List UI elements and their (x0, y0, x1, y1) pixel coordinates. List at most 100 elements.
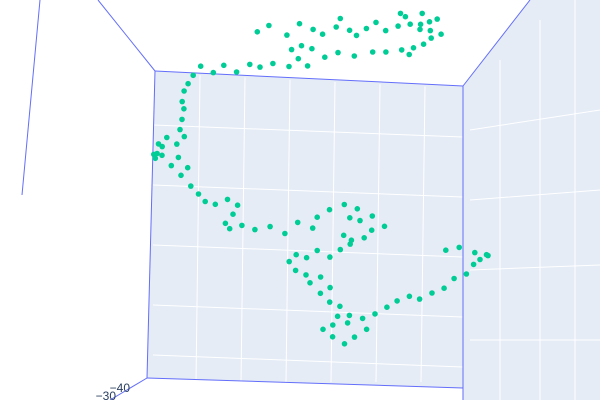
data-point[interactable] (309, 225, 316, 231)
data-point[interactable] (178, 172, 184, 179)
data-point[interactable] (295, 55, 302, 62)
data-point[interactable] (293, 251, 300, 258)
data-point[interactable] (337, 15, 344, 22)
data-point[interactable] (185, 80, 191, 87)
data-point[interactable] (179, 116, 185, 123)
data-point[interactable] (337, 303, 343, 310)
data-point[interactable] (346, 312, 353, 319)
data-point[interactable] (384, 304, 390, 311)
data-point[interactable] (351, 53, 358, 59)
data-point[interactable] (164, 134, 170, 141)
data-point[interactable] (168, 162, 175, 169)
data-point[interactable] (429, 290, 435, 296)
data-point[interactable] (224, 196, 231, 203)
data-point[interactable] (402, 13, 409, 20)
data-point[interactable] (303, 272, 309, 278)
data-point[interactable] (395, 23, 401, 29)
data-point[interactable] (470, 261, 477, 268)
data-point[interactable] (226, 225, 233, 232)
data-point[interactable] (434, 16, 441, 22)
data-point[interactable] (398, 47, 405, 53)
data-point[interactable] (407, 21, 414, 28)
data-point[interactable] (426, 19, 433, 25)
data-point[interactable] (463, 271, 470, 277)
data-point[interactable] (341, 201, 348, 208)
data-point[interactable] (373, 19, 379, 26)
data-point[interactable] (337, 246, 344, 253)
data-point[interactable] (357, 217, 363, 224)
data-point[interactable] (381, 223, 388, 230)
data-point[interactable] (221, 62, 227, 69)
data-point[interactable] (254, 29, 261, 35)
data-point[interactable] (284, 32, 290, 38)
data-point[interactable] (195, 191, 202, 197)
data-point[interactable] (394, 298, 400, 304)
data-point[interactable] (197, 63, 204, 69)
data-point[interactable] (184, 164, 191, 171)
data-point[interactable] (344, 320, 351, 326)
data-point[interactable] (330, 322, 336, 328)
data-point[interactable] (296, 20, 303, 27)
data-point[interactable] (174, 141, 180, 147)
data-point[interactable] (320, 326, 326, 333)
data-point[interactable] (441, 285, 447, 292)
data-point[interactable] (181, 106, 187, 112)
data-point[interactable] (286, 258, 293, 265)
data-point[interactable] (335, 49, 341, 56)
data-point[interactable] (175, 154, 182, 161)
data-point[interactable] (451, 275, 457, 282)
data-point[interactable] (419, 10, 426, 17)
data-point[interactable] (329, 334, 336, 340)
data-point[interactable] (417, 26, 423, 33)
data-point[interactable] (427, 27, 434, 34)
data-point[interactable] (369, 49, 376, 55)
data-point[interactable] (340, 232, 347, 239)
data-point[interactable] (188, 183, 194, 189)
data-point[interactable] (372, 311, 378, 317)
data-point[interactable] (267, 223, 273, 230)
data-point[interactable] (326, 206, 333, 213)
data-point[interactable] (222, 220, 229, 227)
data-point[interactable] (202, 198, 208, 205)
data-point[interactable] (354, 206, 361, 212)
data-point[interactable] (314, 247, 321, 254)
data-point[interactable] (317, 290, 324, 297)
data-point[interactable] (314, 214, 321, 220)
data-point[interactable] (233, 69, 240, 75)
data-point[interactable] (416, 296, 423, 302)
data-point[interactable] (266, 22, 272, 29)
data-markers[interactable] (151, 10, 491, 347)
data-point[interactable] (397, 10, 404, 17)
data-point[interactable] (319, 31, 326, 37)
data-point[interactable] (177, 126, 183, 133)
data-point[interactable] (292, 267, 299, 274)
data-point[interactable] (210, 69, 217, 76)
data-point[interactable] (351, 334, 358, 340)
data-point[interactable] (347, 215, 353, 221)
data-point[interactable] (181, 88, 187, 94)
data-point[interactable] (438, 31, 444, 37)
data-point[interactable] (369, 213, 376, 219)
data-point[interactable] (309, 45, 315, 52)
data-point[interactable] (303, 254, 310, 261)
data-point[interactable] (317, 274, 324, 280)
data-point[interactable] (270, 60, 276, 67)
data-point[interactable] (472, 249, 478, 256)
data-point[interactable] (347, 241, 354, 247)
data-point[interactable] (181, 133, 188, 140)
data-point[interactable] (368, 227, 375, 233)
data-point[interactable] (428, 35, 435, 41)
data-point[interactable] (310, 26, 316, 33)
data-point[interactable] (477, 256, 483, 263)
data-point[interactable] (406, 51, 413, 58)
data-point[interactable] (333, 24, 340, 30)
data-point[interactable] (212, 201, 219, 208)
data-point[interactable] (247, 61, 253, 68)
data-point[interactable] (322, 54, 328, 60)
data-point[interactable] (286, 63, 292, 70)
data-point[interactable] (382, 27, 389, 34)
data-point[interactable] (443, 247, 449, 253)
data-point[interactable] (294, 219, 301, 226)
data-point[interactable] (190, 72, 196, 79)
